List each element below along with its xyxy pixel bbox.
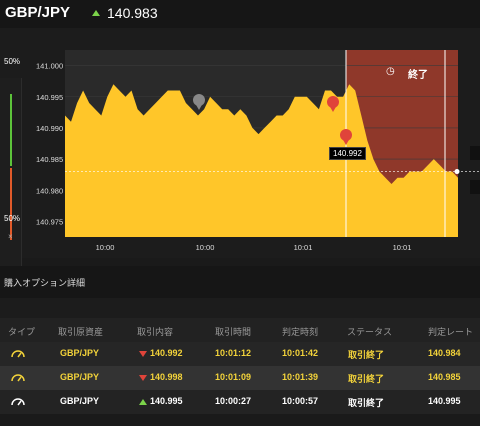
row-judge-rate: 140.995 — [428, 396, 461, 406]
x-tick-label: 10:00 — [96, 243, 115, 252]
gauge-bottom-label: 50% — [4, 214, 21, 223]
row-status: 取引終了 — [348, 374, 385, 384]
row-trade-time: 10:01:09 — [215, 372, 252, 382]
y-tick-label: 140.975 — [36, 217, 63, 226]
row-asset: GBP/JPY — [60, 396, 100, 406]
down-arrow-icon — [139, 375, 147, 381]
y-tick-label: 141.000 — [36, 62, 63, 71]
row-asset: GBP/JPY — [60, 348, 100, 358]
col-type: タイプ — [8, 327, 36, 337]
spacer — [0, 298, 480, 318]
row-trade-time: 10:00:27 — [215, 396, 252, 406]
row-rate: 140.995 — [150, 396, 183, 406]
col-judge-rate: 判定レート — [428, 327, 474, 337]
bull-gauge-bar — [10, 94, 12, 166]
bear-entry-marker-icon-tip — [329, 105, 337, 112]
row-rate: 140.992 — [150, 348, 183, 358]
y-tick-label: 140.990 — [36, 124, 63, 133]
row-rate: 140.998 — [150, 372, 183, 382]
y-tick-label: 140.995 — [36, 93, 63, 102]
gauge-top-label: 50% — [4, 57, 21, 66]
option-type-meter-icon — [11, 350, 25, 358]
gauge-close-icon[interactable]: × — [8, 232, 13, 241]
rate-up-arrow-icon — [92, 10, 100, 16]
row-trade-time: 10:01:12 — [215, 348, 252, 358]
col-content: 取引内容 — [137, 327, 174, 337]
pair-title: GBP/JPY — [5, 4, 71, 21]
side-bull-indicator — [470, 146, 480, 160]
price-area — [65, 84, 458, 237]
option-type-meter-icon — [11, 374, 25, 382]
col-status: ステータス — [347, 327, 393, 337]
down-arrow-icon — [139, 351, 147, 357]
x-tick-label: 10:00 — [196, 243, 215, 252]
options-table: タイプ 取引原資産 取引内容 取引時間 判定時刻 ステータス 判定レート GBP… — [0, 318, 480, 414]
row-status: 取引終了 — [348, 398, 385, 408]
table-header: タイプ 取引原資産 取引内容 取引時間 判定時刻 ステータス 判定レート — [0, 318, 480, 342]
option-type-meter-icon — [11, 398, 25, 406]
header-bar: GBP/JPY 140.983 — [0, 0, 480, 28]
price-chart: 141.000 140.995 140.990 140.985 140.980 140.9… — [36, 50, 480, 252]
table-row[interactable]: GBP/JPY 140.998 10:01:09 10:01:39 取引終了 1… — [0, 366, 480, 390]
x-tick-label: 10:01 — [393, 243, 412, 252]
col-trade-time: 取引時間 — [215, 327, 252, 337]
row-judge-rate: 140.985 — [428, 372, 461, 382]
up-arrow-icon — [139, 399, 147, 405]
timer-icon: ◷ — [386, 66, 395, 77]
current-rate: 140.983 — [107, 5, 158, 21]
y-tick-label: 140.980 — [36, 186, 63, 195]
row-judge-time: 10:01:39 — [282, 372, 319, 382]
side-bear-indicator — [470, 180, 480, 194]
row-judge-rate: 140.984 — [428, 348, 461, 358]
table-row[interactable]: GBP/JPY 140.995 10:00:27 10:00:57 取引終了 1… — [0, 390, 480, 414]
row-judge-time: 10:00:57 — [282, 396, 319, 406]
y-tick-label: 140.985 — [36, 155, 63, 164]
row-judge-time: 10:01:42 — [282, 348, 319, 358]
x-tick-label: 10:01 — [294, 243, 313, 252]
bear-entry-marker-icon-tip — [342, 138, 350, 145]
entry-marker-icon-tip — [195, 103, 203, 110]
col-asset: 取引原資産 — [58, 327, 104, 337]
purchase-details-header: 購入オプション詳細 — [0, 266, 480, 298]
section-title: 購入オプション詳細 — [4, 278, 86, 288]
bear-gauge-bar — [10, 168, 12, 240]
row-status: 取引終了 — [348, 350, 385, 360]
current-price-dot — [454, 169, 460, 175]
expiry-end-label: 終了 — [408, 70, 428, 81]
table-row[interactable]: GBP/JPY 140.992 10:01:12 10:01:42 取引終了 1… — [0, 342, 480, 366]
current-price-tag: 140.992 — [329, 147, 366, 160]
chart-panel: 141.000 140.995 140.990 140.985 140.980 140.9… — [0, 28, 480, 272]
row-asset: GBP/JPY — [60, 372, 100, 382]
col-judge-time: 判定時刻 — [282, 327, 319, 337]
